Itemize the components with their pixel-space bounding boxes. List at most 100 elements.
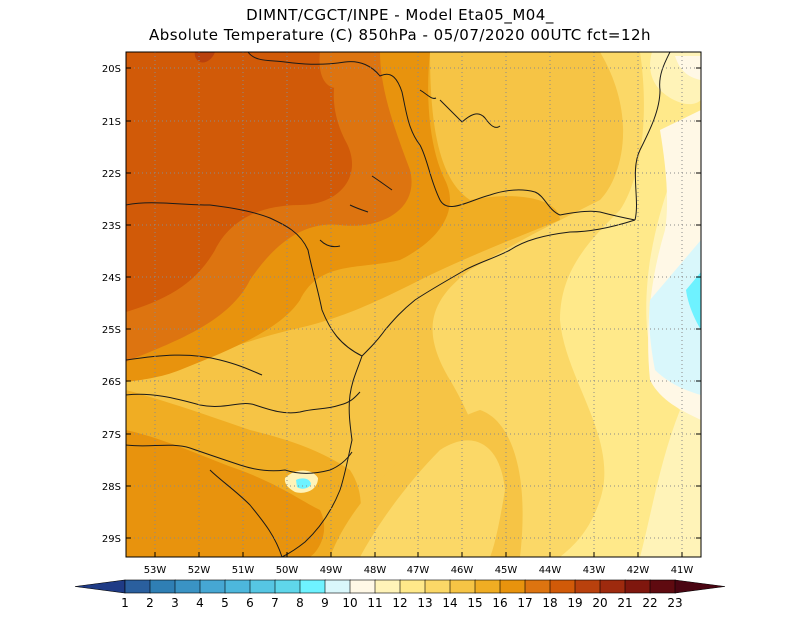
lat-label: 23S (102, 221, 121, 232)
band-11-north (675, 56, 701, 80)
band-14-sea (360, 440, 505, 557)
colorbar-label: 17 (517, 596, 532, 610)
colorbar (74, 579, 726, 594)
lon-ticks (154, 552, 683, 557)
colorbar-label: 18 (542, 596, 557, 610)
colorbar-label: 22 (642, 596, 657, 610)
colorbar-label: 20 (592, 596, 607, 610)
colorbar-label: 16 (492, 596, 507, 610)
state-border-sc-north (126, 391, 361, 414)
lon-labels: 53W 52W 51W 50W 49W 48W 47W 46W 45W 44W … (144, 565, 694, 576)
cold-spot-inner (296, 478, 311, 489)
lon-label: 44W (539, 565, 562, 576)
band-19 (126, 52, 353, 312)
colorbar-label: 8 (296, 596, 304, 610)
colorbar-swatch (149, 579, 176, 594)
colorbar-swatch (174, 579, 201, 594)
lat-label: 22S (102, 169, 121, 180)
colorbar-swatch (624, 579, 651, 594)
lat-label: 26S (102, 377, 121, 388)
colorbar-label: 4 (196, 596, 204, 610)
lon-label: 43W (583, 565, 606, 576)
colorbar-swatch (299, 579, 326, 594)
chart-title-line2: Absolute Temperature (C) 850hPa - 05/07/… (148, 26, 652, 44)
colorbar-label: 3 (171, 596, 179, 610)
band-10 (649, 240, 701, 395)
colorbar-label: 7 (271, 596, 279, 610)
lake-mid (349, 204, 369, 213)
colorbar-label: 13 (417, 596, 432, 610)
state-border-parana (126, 202, 363, 357)
lat-label: 27S (102, 430, 121, 441)
border-argentina (126, 354, 263, 376)
colorbar-label: 14 (442, 596, 457, 610)
lon-label: 49W (320, 565, 343, 576)
colorbar-label: 19 (567, 596, 582, 610)
plot-frame (125, 51, 702, 558)
colorbar-swatch (449, 579, 476, 594)
lat-label: 29S (102, 534, 121, 545)
lon-label: 53W (144, 565, 167, 576)
colorbar-swatch (124, 579, 151, 594)
lon-label: 50W (276, 565, 299, 576)
temperature-field (126, 52, 701, 557)
colorbar-swatch (249, 579, 276, 594)
colorbar-label: 23 (667, 596, 682, 610)
chart-title-line1: DIMNT/CGCT/INPE - Model Eta05_M04_ (246, 6, 554, 24)
border-rs-west (209, 469, 283, 557)
coastlines (126, 52, 671, 557)
colorbar-label: 21 (617, 596, 632, 610)
colorbar-swatch (599, 579, 626, 594)
colorbar-label: 10 (342, 596, 357, 610)
lat-ticks (126, 67, 701, 539)
colorbar-swatch (674, 579, 726, 594)
lat-label: 20S (102, 64, 121, 75)
lake-south (319, 239, 341, 248)
colorbar-swatch (199, 579, 226, 594)
colorbar-label: 12 (392, 596, 407, 610)
colorbar-swatch (474, 579, 501, 594)
lon-label: 52W (188, 565, 211, 576)
colorbar-label: 2 (146, 596, 154, 610)
colorbar-swatch (524, 579, 551, 594)
lake-north (439, 99, 501, 128)
lon-label: 48W (364, 565, 387, 576)
colorbar-label: 6 (246, 596, 254, 610)
lon-label: 51W (232, 565, 255, 576)
colorbar-swatch (374, 579, 401, 594)
river-1 (371, 175, 393, 191)
colorbar-swatch (424, 579, 451, 594)
colorbar-label: 11 (367, 596, 382, 610)
colorbar-label: 5 (221, 596, 229, 610)
colorbar-swatch (574, 579, 601, 594)
gridlines (126, 52, 701, 557)
colorbar-swatch (349, 579, 376, 594)
lon-label: 46W (451, 565, 474, 576)
colorbar-labels: 1 2 3 4 5 6 7 8 9 10 11 12 13 14 15 16 17 18 19 20 21 22 23 (121, 596, 682, 610)
lat-label: 21S (102, 117, 121, 128)
colorbar-swatch (549, 579, 576, 594)
colorbar-swatch (324, 579, 351, 594)
band-9 (686, 272, 701, 330)
band-18-bump (319, 52, 360, 88)
lake-ne (419, 89, 437, 99)
colorbar-swatch (399, 579, 426, 594)
lat-label: 25S (102, 325, 121, 336)
coast-northeast (634, 52, 671, 221)
lon-label: 42W (627, 565, 650, 576)
colorbar-swatch (274, 579, 301, 594)
colorbar-swatch (649, 579, 676, 594)
band-20 (194, 52, 215, 63)
lat-label: 28S (102, 482, 121, 493)
colorbar-label: 15 (467, 596, 482, 610)
lat-label: 24S (102, 273, 121, 284)
band-17-south (126, 430, 325, 557)
lat-labels: 20S 21S 22S 23S 24S 25S 26S 27S 28S 29S (102, 64, 121, 545)
state-border-north (247, 52, 636, 221)
colorbar-label: 1 (121, 596, 129, 610)
lon-label: 41W (671, 565, 694, 576)
lon-label: 45W (495, 565, 518, 576)
colorbar-swatch (224, 579, 251, 594)
coast-southeast (281, 219, 636, 557)
